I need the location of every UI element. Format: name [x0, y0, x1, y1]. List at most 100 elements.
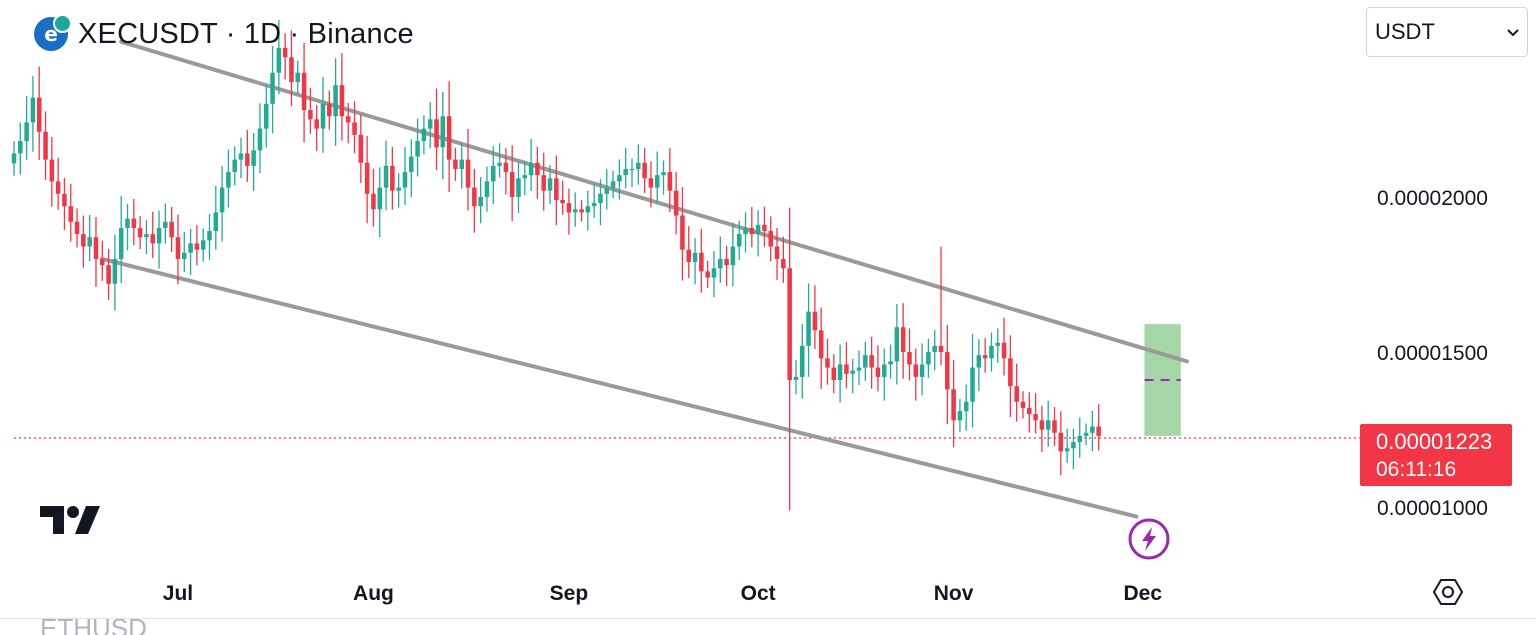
bar-countdown: 06:11:16	[1376, 458, 1457, 481]
candle-body	[680, 215, 685, 250]
candle-body	[1039, 420, 1045, 430]
candle-body	[654, 175, 660, 188]
candle	[963, 384, 969, 431]
candle-body	[541, 175, 546, 191]
candle	[516, 162, 521, 214]
gear-icon[interactable]	[1432, 576, 1464, 613]
candle-body	[213, 212, 219, 232]
candle-body	[528, 162, 534, 176]
candle-body	[503, 162, 509, 173]
candle-body	[837, 364, 843, 380]
candle-body	[799, 345, 805, 377]
candle-body	[825, 358, 830, 368]
candle	[932, 330, 937, 371]
candle	[276, 20, 282, 95]
candle-body	[238, 153, 244, 160]
candle-body	[1071, 442, 1076, 449]
x-axis: Jul Aug Sep Oct Nov Dec	[163, 582, 1163, 605]
candle	[453, 147, 458, 181]
candle	[478, 177, 483, 224]
candle	[308, 87, 313, 134]
candle-body	[1045, 420, 1051, 430]
candle-body	[320, 103, 326, 129]
candle	[907, 328, 912, 381]
candle-body	[509, 172, 515, 197]
currency-select[interactable]: USDT	[1366, 7, 1528, 57]
candle	[951, 359, 956, 448]
candle	[774, 228, 780, 281]
candle-body	[232, 159, 237, 173]
candle-body	[207, 231, 212, 241]
candle	[390, 146, 395, 210]
x-tick-label: Jul	[163, 582, 193, 605]
candle	[636, 144, 641, 185]
channel-lines	[14, 39, 1360, 519]
channel-line-upper	[119, 39, 1189, 364]
candle	[736, 220, 742, 260]
candle	[465, 128, 471, 211]
candle-body	[358, 134, 364, 163]
candle-body	[1027, 407, 1032, 415]
candles	[11, 20, 1101, 511]
candle-body	[434, 119, 439, 148]
candle	[232, 146, 237, 186]
candle	[24, 95, 29, 160]
candle	[850, 358, 855, 394]
candle-body	[913, 364, 919, 377]
candle	[547, 164, 553, 205]
candle	[919, 343, 925, 396]
candle-body	[730, 246, 736, 266]
candle-body	[377, 187, 383, 210]
candle	[194, 225, 200, 266]
candle	[62, 177, 67, 230]
x-tick-label: Aug	[353, 582, 394, 605]
lightning-icon[interactable]	[1127, 517, 1171, 566]
candle-body	[648, 178, 654, 188]
candle	[81, 215, 86, 268]
candle	[793, 359, 799, 395]
candle-body	[1020, 401, 1026, 408]
candle-body	[383, 165, 389, 188]
candle-body	[364, 162, 370, 194]
candle-body	[257, 128, 263, 151]
candle	[490, 145, 496, 204]
candle-body	[333, 85, 338, 117]
candle-body	[831, 367, 837, 380]
candle-body	[409, 156, 414, 173]
candle	[642, 148, 647, 194]
candle-body	[718, 258, 723, 269]
candle-body	[919, 364, 925, 377]
candle-body	[11, 153, 17, 164]
candle	[364, 135, 370, 224]
tradingview-logo-icon[interactable]	[38, 502, 102, 541]
candle	[314, 104, 319, 151]
last-price-tag: 0.00001223 06:11:16	[1360, 424, 1512, 486]
candle	[900, 303, 906, 379]
candle	[1033, 393, 1038, 434]
candle-body	[156, 227, 162, 244]
candle-body	[900, 327, 906, 353]
candle	[339, 53, 345, 141]
candle-body	[781, 258, 786, 269]
candle	[36, 66, 42, 161]
candle-body	[352, 122, 357, 135]
candle-body	[484, 181, 490, 197]
candle	[799, 324, 805, 399]
candle-body	[926, 352, 931, 365]
last-price-value: 0.00001223	[1376, 429, 1493, 454]
candle-body	[251, 150, 256, 166]
candle-body	[995, 342, 1001, 346]
candle	[957, 399, 963, 433]
candle	[1014, 363, 1019, 422]
candle	[440, 91, 446, 180]
candle	[680, 187, 685, 281]
candle-body	[200, 240, 206, 250]
candle	[1096, 404, 1101, 451]
next-symbol-label: ETHUSD	[40, 618, 147, 635]
candle	[434, 88, 439, 171]
candle-body	[579, 209, 584, 213]
candle	[509, 145, 515, 221]
candle-body	[245, 153, 250, 166]
candle	[572, 192, 578, 227]
